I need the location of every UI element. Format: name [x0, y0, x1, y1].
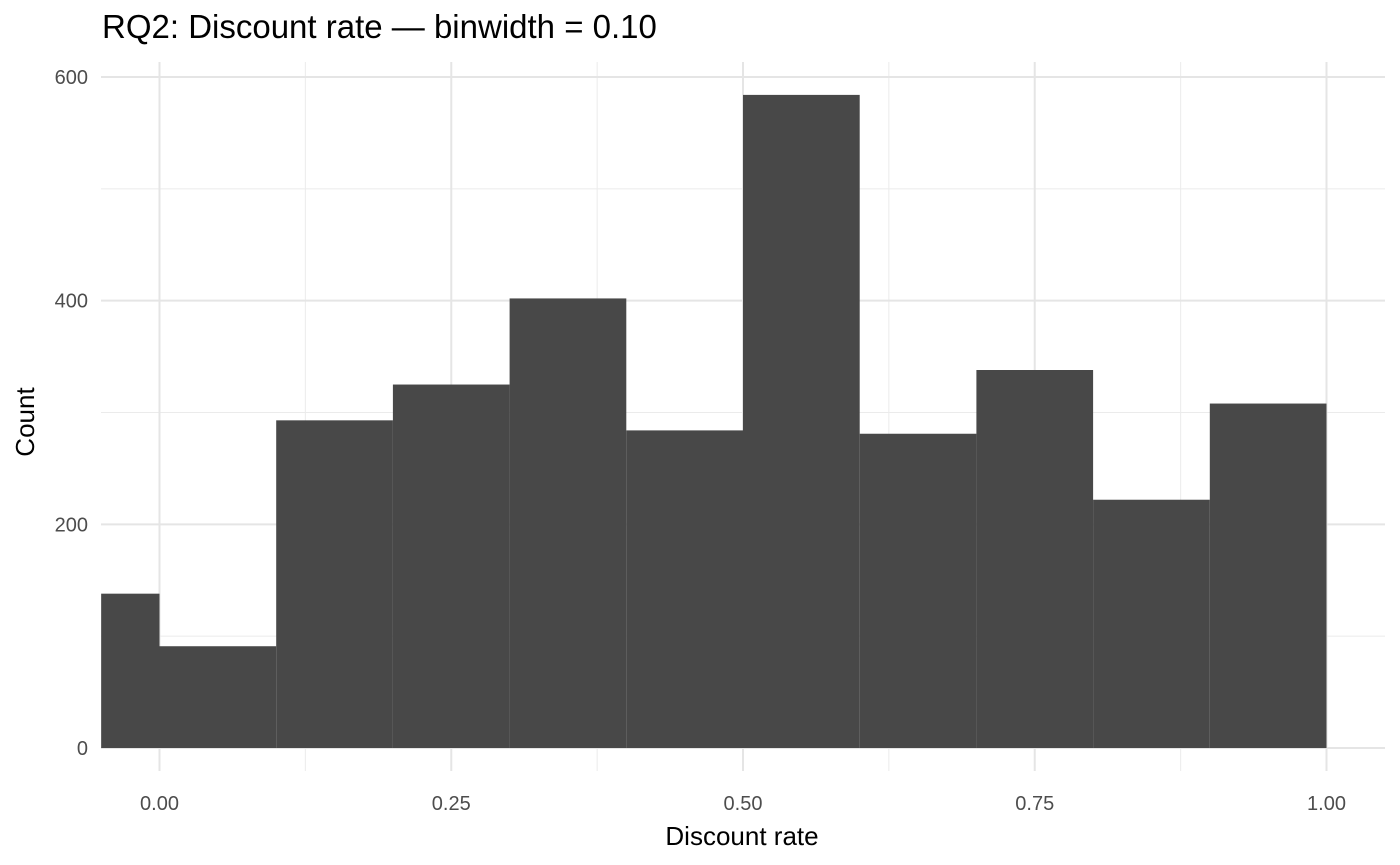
y-tick-label: 600	[55, 67, 88, 89]
histogram-bar	[859, 433, 977, 748]
y-tick-label: 200	[55, 514, 88, 536]
chart-title: RQ2: Discount rate — binwidth = 0.10	[102, 8, 657, 45]
histogram-bar	[392, 384, 510, 748]
x-tick-label: 1.00	[1307, 793, 1346, 815]
x-tick-label: 0.75	[1015, 793, 1054, 815]
y-tick-label: 400	[55, 291, 88, 313]
histogram-bar	[509, 298, 627, 748]
histogram-bars	[101, 94, 1327, 749]
y-axis-title: Count	[10, 387, 40, 457]
y-tick-label: 0	[77, 738, 88, 760]
histogram-bar	[159, 646, 277, 748]
x-tick-label: 0.25	[432, 793, 471, 815]
histogram-bar	[101, 593, 160, 748]
histogram-bar	[1093, 499, 1210, 748]
histogram-bar	[976, 370, 1094, 748]
histogram-bar	[276, 420, 393, 748]
x-axis-title: Discount rate	[665, 821, 818, 851]
histogram-bar	[626, 430, 743, 748]
histogram-bar	[1209, 403, 1327, 748]
y-axis-tick-labels: 0 200 400 600	[55, 67, 88, 760]
histogram-bar	[743, 94, 860, 749]
x-tick-label: 0.50	[724, 793, 763, 815]
x-axis-tick-labels: 0.00 0.25 0.50 0.75 1.00	[140, 793, 1346, 815]
x-tick-label: 0.00	[140, 793, 179, 815]
